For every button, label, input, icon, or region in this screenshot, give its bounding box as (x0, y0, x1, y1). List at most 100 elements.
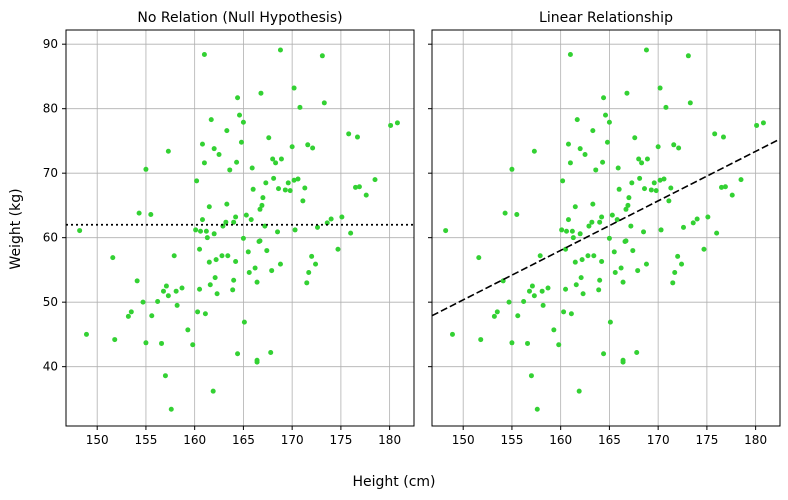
data-point (623, 238, 629, 244)
data-point (618, 265, 624, 271)
data-point (291, 177, 297, 183)
x-tick-label: 160 (549, 433, 572, 447)
data-point (676, 145, 682, 151)
y-tick-label: 70 (43, 166, 58, 180)
x-tick-label: 175 (329, 433, 352, 447)
data-point (277, 261, 283, 267)
data-point (574, 117, 580, 123)
data-point (207, 282, 213, 288)
data-point (559, 227, 565, 233)
x-tick-label: 160 (183, 433, 206, 447)
data-point (694, 216, 700, 222)
data-point (356, 184, 362, 190)
data-point (590, 128, 596, 134)
data-point (670, 280, 676, 286)
data-point (213, 257, 219, 263)
data-point (223, 219, 229, 225)
data-point (225, 253, 231, 259)
data-point (560, 178, 566, 184)
data-point (230, 287, 236, 293)
data-point (193, 227, 199, 233)
data-point (515, 313, 521, 319)
data-point (300, 198, 306, 204)
scatter-points (77, 47, 400, 412)
data-point (203, 228, 209, 234)
panel-title-linear: Linear Relationship (539, 10, 673, 26)
x-axis-label: Height (cm) (353, 474, 436, 490)
data-point (611, 249, 617, 255)
x-tick-label: 165 (598, 433, 621, 447)
data-point (339, 214, 345, 220)
data-point (304, 280, 310, 286)
data-point (625, 202, 631, 208)
data-point (449, 331, 455, 337)
data-point (526, 288, 532, 294)
data-point (235, 351, 241, 357)
panel-linear-relationship: Linear Relationship 150 155 160 165 170 175 18… (428, 10, 781, 447)
y-axis-ticks (428, 43, 432, 368)
data-point (514, 211, 520, 217)
data-point (556, 342, 562, 348)
scatter-points (443, 47, 766, 412)
data-point (629, 180, 635, 186)
data-point (539, 288, 545, 294)
data-point (233, 259, 239, 265)
data-point (319, 53, 325, 59)
data-point (388, 122, 394, 128)
data-point (687, 100, 693, 106)
x-axis-ticks: 150 155 160 165 170 175 180 (86, 426, 401, 447)
data-point (738, 177, 744, 183)
data-point (313, 261, 319, 267)
data-point (257, 238, 263, 244)
data-point (534, 406, 540, 412)
data-point (233, 214, 239, 220)
data-point (648, 187, 654, 193)
data-point (643, 47, 649, 53)
data-point (297, 104, 303, 110)
data-point (663, 104, 669, 110)
axes-frame (431, 29, 781, 427)
x-tick-label: 165 (232, 433, 255, 447)
data-point (476, 255, 482, 261)
data-point (134, 278, 140, 284)
data-point (551, 327, 557, 333)
data-point (165, 293, 171, 299)
data-point (224, 128, 230, 134)
data-point (572, 259, 578, 265)
grid (66, 30, 414, 426)
data-point (651, 180, 657, 186)
data-point (227, 167, 233, 173)
data-point (168, 406, 174, 412)
x-tick-label: 180 (744, 433, 767, 447)
data-point (675, 253, 681, 259)
data-point (354, 134, 360, 140)
data-point (254, 279, 260, 285)
data-point (292, 227, 298, 233)
data-point (112, 337, 118, 343)
data-point (596, 287, 602, 293)
data-point (615, 165, 621, 171)
data-point (235, 95, 241, 101)
data-point (201, 52, 207, 58)
data-point (604, 139, 610, 145)
data-point (639, 160, 645, 166)
data-point (372, 177, 378, 183)
data-point (680, 224, 686, 230)
y-tick-label: 90 (43, 37, 58, 51)
data-point (685, 53, 691, 59)
data-point (258, 90, 264, 96)
data-point (216, 151, 222, 157)
data-point (240, 119, 246, 125)
x-tick-label: 180 (378, 433, 401, 447)
data-point (206, 259, 212, 265)
data-point (278, 156, 284, 162)
data-point (163, 283, 169, 289)
data-point (305, 142, 311, 148)
x-tick-label: 150 (452, 433, 475, 447)
data-point (171, 253, 177, 259)
data-point (179, 285, 185, 291)
data-point (443, 228, 449, 234)
data-point (577, 146, 583, 152)
x-axis-ticks: 150 155 160 165 170 175 180 (452, 426, 767, 447)
data-point (248, 217, 254, 223)
